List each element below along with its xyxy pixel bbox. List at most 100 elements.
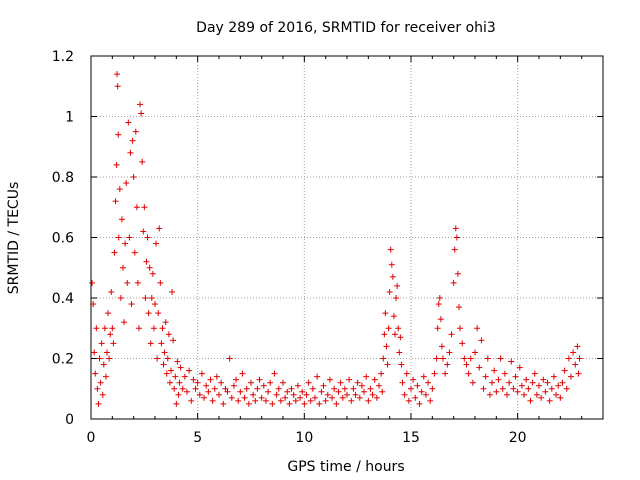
- data-point: [297, 394, 304, 401]
- data-point: [563, 385, 570, 392]
- data-point: [176, 379, 183, 386]
- data-point: [237, 388, 244, 395]
- y-tick-label: 1: [65, 110, 74, 126]
- data-point: [365, 397, 372, 404]
- data-point: [531, 370, 538, 377]
- data-point: [316, 400, 323, 407]
- data-point: [137, 101, 144, 108]
- data-point: [341, 385, 348, 392]
- data-point: [497, 355, 504, 362]
- data-point: [224, 388, 231, 395]
- data-point: [186, 367, 193, 374]
- data-point: [553, 391, 560, 398]
- data-point: [453, 234, 460, 241]
- data-point: [213, 373, 220, 380]
- data-point: [493, 388, 500, 395]
- data-point: [574, 343, 581, 350]
- data-point: [381, 331, 388, 338]
- x-tick-label: 20: [509, 430, 527, 446]
- data-point: [192, 385, 199, 392]
- data-point: [115, 131, 122, 138]
- data-point: [442, 370, 449, 377]
- data-point: [387, 246, 394, 253]
- data-point: [107, 331, 114, 338]
- data-point: [437, 316, 444, 323]
- data-point: [436, 295, 443, 301]
- data-point: [190, 376, 197, 383]
- data-point: [284, 388, 291, 395]
- data-point: [450, 279, 457, 286]
- data-point: [114, 71, 121, 78]
- data-point: [431, 370, 438, 377]
- data-point: [491, 367, 498, 374]
- data-point: [525, 385, 532, 392]
- data-point: [312, 394, 318, 401]
- x-axis-label: GPS time / hours: [287, 459, 404, 475]
- x-tick-label: 0: [87, 430, 96, 446]
- data-point: [309, 385, 316, 392]
- data-point: [555, 382, 562, 389]
- data-point: [397, 334, 404, 341]
- data-point: [145, 310, 152, 317]
- data-point: [216, 391, 222, 398]
- data-point: [548, 385, 555, 392]
- data-point: [271, 370, 278, 377]
- data-point: [544, 379, 551, 386]
- data-point: [378, 370, 385, 377]
- data-point: [153, 240, 160, 247]
- data-point: [346, 376, 353, 383]
- data-point: [408, 385, 414, 392]
- data-point: [446, 349, 453, 356]
- data-point: [320, 382, 327, 389]
- data-point: [243, 385, 250, 392]
- data-point: [383, 343, 390, 350]
- data-point: [550, 373, 557, 380]
- data-point: [527, 397, 534, 404]
- data-point: [207, 376, 214, 383]
- y-tick-label: 0.8: [52, 170, 74, 186]
- data-point: [116, 186, 123, 193]
- data-point: [444, 361, 451, 368]
- data-point: [92, 370, 99, 377]
- data-point: [369, 391, 376, 398]
- data-point: [148, 295, 155, 301]
- data-point: [205, 388, 212, 395]
- data-point: [307, 397, 314, 404]
- data-point: [501, 370, 508, 377]
- data-point: [129, 137, 136, 144]
- data-point: [521, 391, 528, 398]
- data-point: [396, 349, 403, 356]
- data-point: [160, 361, 167, 368]
- data-point: [152, 301, 158, 308]
- data-point: [361, 388, 368, 395]
- data-point: [267, 379, 274, 386]
- data-point: [163, 370, 170, 377]
- data-point: [194, 379, 201, 386]
- data-point: [147, 340, 154, 347]
- data-point: [294, 382, 301, 389]
- data-point: [91, 349, 98, 356]
- data-point: [292, 397, 299, 404]
- data-point: [168, 367, 174, 374]
- data-point: [109, 325, 116, 332]
- data-point: [418, 388, 425, 395]
- data-point: [179, 385, 186, 392]
- data-point: [99, 391, 106, 398]
- y-tick-label: 0.4: [52, 291, 74, 307]
- data-point: [226, 355, 233, 362]
- data-point: [393, 295, 400, 301]
- data-point: [158, 340, 165, 347]
- data-point: [399, 379, 406, 386]
- data-point: [568, 373, 574, 380]
- data-point: [420, 373, 427, 380]
- chart-title: Day 289 of 2016, SRMTID for receiver ohi…: [196, 20, 496, 36]
- data-point: [124, 279, 131, 286]
- data-point: [138, 110, 145, 117]
- data-point: [96, 355, 103, 362]
- data-point: [380, 355, 387, 362]
- data-point: [495, 376, 502, 383]
- data-point: [161, 349, 168, 356]
- data-point: [127, 149, 134, 156]
- data-point: [254, 385, 261, 392]
